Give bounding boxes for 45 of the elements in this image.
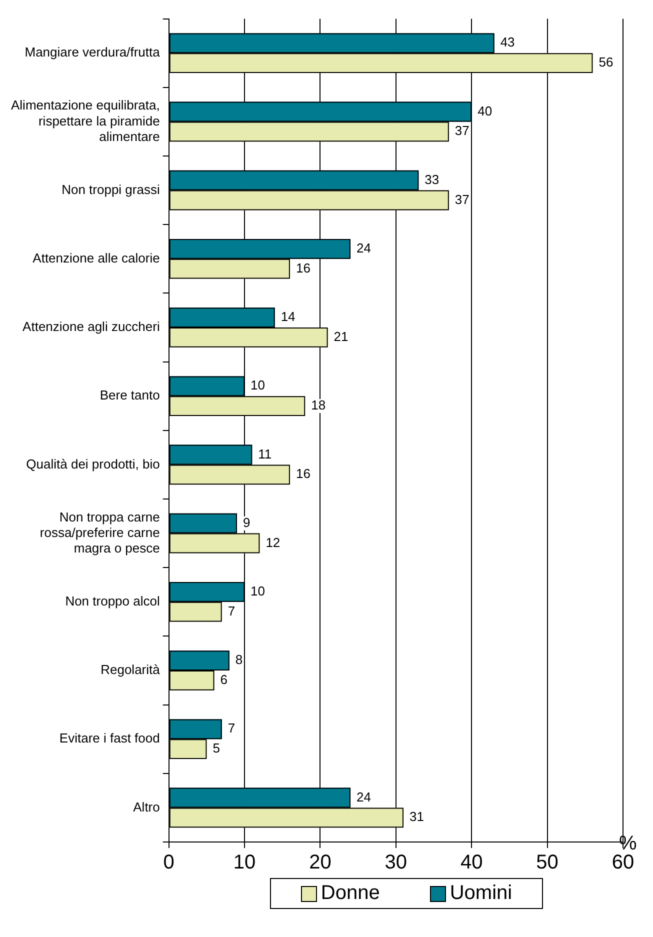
data-label: 24 — [356, 789, 371, 804]
data-label: 8 — [235, 652, 243, 668]
y-tick-label: Non troppo alcol — [65, 593, 160, 608]
x-tick-label: 20 — [309, 852, 332, 874]
data-label: 5 — [212, 740, 220, 756]
y-tick-label: Evitare i fast food — [59, 730, 160, 746]
x-tick-label: 30 — [384, 852, 408, 874]
data-label: 16 — [296, 466, 310, 482]
legend-label: Donne — [320, 882, 380, 905]
data-label: 9 — [242, 514, 250, 530]
y-tick-label: Mangiare verdura/frutta — [24, 44, 161, 60]
y-tick-label: Attenzione agli zuccheri — [22, 319, 160, 334]
x-tick-label: 10 — [233, 852, 256, 874]
y-tick-label: Regolarità — [100, 662, 161, 678]
y-tick-label: Qualità dei prodotti, bio — [26, 456, 160, 472]
data-label: 12 — [266, 534, 280, 550]
data-label: 33 — [424, 172, 440, 187]
data-label: 37 — [454, 123, 470, 138]
data-label: 7 — [228, 603, 236, 618]
x-tick-label: 50 — [536, 852, 558, 874]
y-tick-label: Bere tanto — [100, 388, 160, 403]
data-label: 16 — [296, 260, 310, 276]
data-label: 10 — [250, 378, 266, 393]
data-label: 21 — [334, 329, 348, 344]
x-tick-label: 0 — [163, 852, 174, 874]
data-label: 43 — [500, 34, 515, 50]
data-label: 6 — [220, 672, 228, 688]
x-tick-label: 40 — [460, 852, 483, 874]
data-label: 18 — [311, 398, 326, 413]
data-label: 56 — [598, 54, 614, 70]
data-label: 24 — [356, 240, 371, 256]
y-tick-label: Non troppi grassi — [62, 182, 160, 197]
x-tick-label: 60 — [612, 852, 634, 874]
data-label: 14 — [280, 309, 296, 324]
data-label: 40 — [478, 103, 492, 118]
data-label: 7 — [228, 720, 236, 736]
data-label: 10 — [250, 584, 266, 599]
data-label: 37 — [454, 192, 470, 207]
data-label: 31 — [410, 809, 424, 824]
y-tick-label: Non troppa carne rossa/preferire carne magra o pesce — [40, 509, 160, 556]
data-label: 11 — [258, 446, 272, 462]
y-tick-label: Attenzione alle calorie — [32, 250, 160, 266]
y-tick-label: Altro — [133, 799, 160, 814]
legend-label: Uomini — [450, 882, 512, 905]
y-tick-label: Alimentazione equilibrata, rispettare la piramide alimentare — [10, 98, 160, 144]
